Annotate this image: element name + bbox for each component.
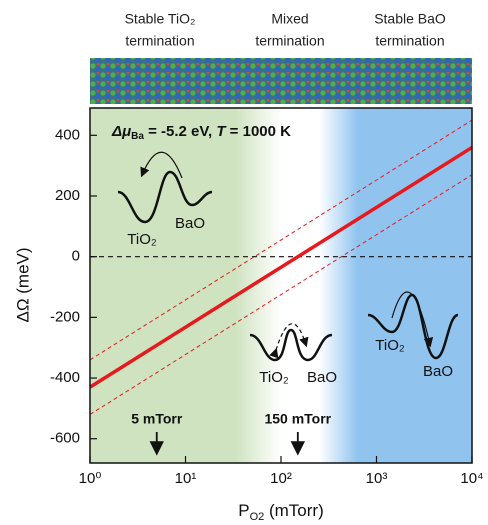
header: Mixed: [271, 11, 308, 27]
x-axis-label: PO2 (mTorr): [238, 501, 324, 522]
header: termination: [255, 33, 324, 49]
title-part: T: [216, 123, 227, 140]
series-line: [89, 174, 473, 415]
header: Stable TiO₂: [125, 11, 196, 27]
annotation: BaO: [307, 369, 337, 386]
x-tick-label: 10²: [270, 470, 292, 487]
title-part: = 1000 K: [226, 123, 292, 140]
marker-label: 150 mTorr: [264, 411, 331, 427]
y-axis-label: ΔΩ (meV): [13, 247, 32, 322]
y-tick-label: 0: [72, 248, 80, 265]
header: termination: [125, 33, 194, 49]
annotation: BaO: [423, 363, 453, 380]
y-tick-label: -200: [50, 308, 80, 325]
atom-strip: [90, 58, 472, 104]
y-tick-label: 400: [55, 126, 80, 143]
title-part: Δμ: [111, 123, 131, 140]
annotation: TiO₂: [375, 337, 405, 354]
title-part: = -5.2 eV,: [144, 123, 216, 140]
annotation: TiO₂: [127, 231, 157, 248]
arrows: [140, 151, 434, 359]
x-label-part: O2: [250, 511, 265, 523]
marker-label: 5 mTorr: [131, 411, 183, 427]
x-tick-label: 10⁰: [79, 470, 102, 487]
x-label-part: (mTorr): [264, 501, 323, 520]
header: termination: [375, 33, 444, 49]
y-tick-label: -600: [50, 430, 80, 447]
annotation: TiO₂: [259, 369, 289, 386]
plot-background: [90, 108, 472, 463]
y-tick-label: 200: [55, 187, 80, 204]
plot: [89, 119, 473, 415]
annotation: BaO: [175, 215, 205, 232]
x-tick-label: 10⁴: [460, 470, 483, 487]
header: Stable BaO: [374, 11, 446, 27]
chart-title: ΔμBa = -5.2 eV, T = 1000 K: [111, 123, 291, 142]
title-part: Ba: [131, 131, 144, 142]
x-tick-label: 10³: [366, 470, 388, 487]
x-tick-label: 10¹: [175, 470, 197, 487]
x-label-part: P: [238, 501, 249, 520]
series-line: [89, 145, 473, 389]
series-line: [89, 119, 473, 361]
y-tick-label: -400: [50, 369, 80, 386]
